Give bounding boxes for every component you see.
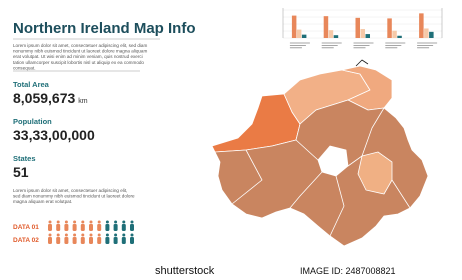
person-icon xyxy=(72,224,77,231)
bar xyxy=(360,29,366,38)
person-icon xyxy=(48,233,52,237)
stat-unit: km xyxy=(78,98,88,105)
person-icon xyxy=(114,220,118,224)
person-icon xyxy=(89,237,93,244)
watermark-id: IMAGE ID: 2487008821 xyxy=(300,266,396,276)
body-text: tation ullamcorper suscipit lobortis nis… xyxy=(13,60,144,65)
person-icon xyxy=(130,233,134,237)
bar xyxy=(328,30,334,38)
body-text: sed diam nonummy nibh euismod tincidunt … xyxy=(13,194,135,199)
person-icon xyxy=(97,233,101,237)
bar xyxy=(424,28,429,38)
person-icon xyxy=(64,233,68,237)
person-icon xyxy=(89,220,93,224)
island xyxy=(355,59,369,67)
person-icon xyxy=(130,220,134,224)
person-icon xyxy=(81,220,85,224)
person-icon xyxy=(97,220,101,224)
person-icon xyxy=(121,224,126,231)
bar xyxy=(301,34,307,38)
bar xyxy=(397,35,402,38)
body-text: consequat. xyxy=(13,65,35,70)
person-icon xyxy=(64,224,69,231)
map xyxy=(211,59,429,247)
body-text: erat volutpat. Ut wisi enim ad minim ven… xyxy=(13,54,143,59)
person-icon xyxy=(56,233,60,237)
person-icon xyxy=(73,220,77,224)
person-icon xyxy=(122,233,126,237)
person-icon xyxy=(113,224,118,231)
body-text: Lorem ipsum dolor sit amet, consectetuer… xyxy=(13,43,147,48)
bar xyxy=(365,34,371,38)
person-icon xyxy=(89,224,93,231)
person-icon xyxy=(80,237,85,244)
person-icon xyxy=(105,224,110,231)
person-icon xyxy=(89,233,93,237)
bar xyxy=(355,17,361,38)
person-icon xyxy=(130,237,134,244)
person-icon xyxy=(121,237,126,244)
person-icon xyxy=(105,220,109,224)
bar xyxy=(387,18,392,38)
bar xyxy=(392,30,397,38)
title: Northern Ireland Map Info xyxy=(13,20,196,37)
body-text: nonummy nibh euismod tincidunt ut laoree… xyxy=(13,49,147,54)
person-icon xyxy=(48,220,52,224)
border xyxy=(231,107,411,237)
person-icon xyxy=(130,224,134,231)
person-icon xyxy=(48,224,52,231)
person-icon xyxy=(80,224,85,231)
person-icon xyxy=(105,233,109,237)
person-icon xyxy=(48,237,52,244)
person-icon xyxy=(113,237,118,244)
person-icon xyxy=(56,237,61,244)
person-icon xyxy=(97,237,102,244)
person-icon xyxy=(64,237,69,244)
stat-value: 51 xyxy=(13,164,29,180)
person-icon xyxy=(122,220,126,224)
mini-chart xyxy=(282,8,443,49)
person-icon xyxy=(81,233,85,237)
stat-value: 8,059,673 xyxy=(13,90,75,106)
person-icon xyxy=(72,237,77,244)
person-icon xyxy=(97,224,102,231)
stat-label: Total Area xyxy=(13,80,50,89)
stat-label: Population xyxy=(13,117,52,126)
bar xyxy=(333,35,339,38)
watermark-brand: shutterstock xyxy=(155,265,215,277)
person-icon xyxy=(105,237,110,244)
bar xyxy=(296,29,302,38)
bar xyxy=(323,16,329,38)
person-icon xyxy=(56,220,60,224)
stat-label: States xyxy=(13,154,36,163)
data-row-label: DATA 01 xyxy=(13,224,39,231)
body-text: Lorem ipsum dolor sit amet, consectetuer… xyxy=(13,188,127,193)
person-icon xyxy=(73,233,77,237)
region xyxy=(357,151,393,195)
person-icon xyxy=(64,220,68,224)
person-icon xyxy=(114,233,118,237)
stat-value: 33,33,00,000 xyxy=(13,127,95,143)
bar xyxy=(291,15,297,39)
data-row-label: DATA 02 xyxy=(13,237,39,244)
body-text: magna aliquam erat volutpat. xyxy=(13,199,72,204)
person-icon xyxy=(56,224,61,231)
bar xyxy=(429,31,434,38)
bar xyxy=(419,13,424,38)
